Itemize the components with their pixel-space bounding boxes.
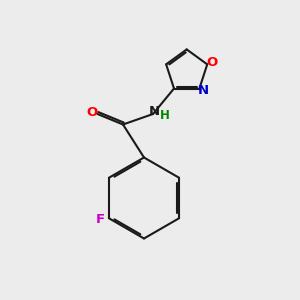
Text: F: F bbox=[96, 213, 105, 226]
Text: O: O bbox=[86, 106, 98, 119]
Text: N: N bbox=[149, 105, 160, 118]
Text: O: O bbox=[206, 56, 218, 69]
Text: H: H bbox=[160, 109, 169, 122]
Text: N: N bbox=[197, 83, 208, 97]
